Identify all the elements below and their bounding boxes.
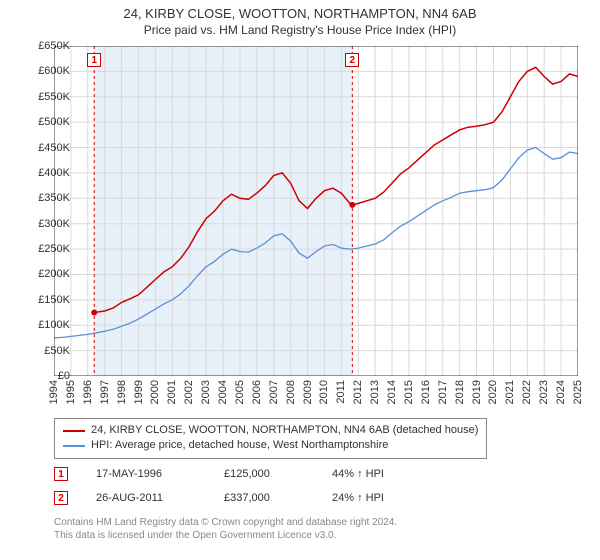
x-tick-label: 2005 — [234, 380, 246, 404]
x-tick-label: 1999 — [133, 380, 145, 404]
chart-plot-area — [54, 46, 578, 376]
legend-item: 24, KIRBY CLOSE, WOOTTON, NORTHAMPTON, N… — [63, 423, 478, 438]
y-tick-label: £50K — [44, 345, 70, 357]
x-tick-label: 2007 — [268, 380, 280, 404]
x-tick-label: 2016 — [420, 380, 432, 404]
y-tick-label: £100K — [38, 319, 70, 331]
x-tick-label: 2022 — [521, 380, 533, 404]
table-row: 2 26-AUG-2011 £337,000 24% ↑ HPI — [54, 486, 422, 510]
table-row: 1 17-MAY-1996 £125,000 44% ↑ HPI — [54, 462, 422, 486]
x-tick-label: 1998 — [116, 380, 128, 404]
x-tick-label: 2025 — [572, 380, 584, 404]
x-tick-label: 2018 — [454, 380, 466, 404]
y-tick-label: £450K — [38, 142, 70, 154]
y-tick-label: £550K — [38, 91, 70, 103]
chart-subtitle: Price paid vs. HM Land Registry's House … — [0, 23, 600, 39]
footnote-line: Contains HM Land Registry data © Crown c… — [54, 516, 397, 529]
y-tick-label: £200K — [38, 268, 70, 280]
x-tick-label: 2020 — [487, 380, 499, 404]
y-tick-label: £650K — [38, 40, 70, 52]
legend-swatch — [63, 445, 85, 447]
y-tick-label: £600K — [38, 65, 70, 77]
footnote: Contains HM Land Registry data © Crown c… — [54, 516, 397, 542]
x-tick-label: 2000 — [149, 380, 161, 404]
x-tick-label: 2019 — [471, 380, 483, 404]
sale-date: 26-AUG-2011 — [96, 492, 196, 504]
legend-swatch — [63, 430, 85, 432]
legend-item: HPI: Average price, detached house, West… — [63, 438, 478, 453]
y-tick-label: £500K — [38, 116, 70, 128]
y-tick-label: £400K — [38, 167, 70, 179]
x-tick-label: 2003 — [200, 380, 212, 404]
x-tick-label: 2013 — [369, 380, 381, 404]
title-block: 24, KIRBY CLOSE, WOOTTON, NORTHAMPTON, N… — [0, 0, 600, 38]
x-tick-label: 2012 — [352, 380, 364, 404]
x-tick-label: 2015 — [403, 380, 415, 404]
x-tick-label: 1995 — [65, 380, 77, 404]
sale-marker-icon: 1 — [54, 467, 68, 481]
y-tick-label: £250K — [38, 243, 70, 255]
x-tick-label: 2021 — [504, 380, 516, 404]
x-tick-label: 2024 — [555, 380, 567, 404]
x-tick-label: 2023 — [538, 380, 550, 404]
sale-price: £125,000 — [224, 468, 304, 480]
x-tick-label: 2017 — [437, 380, 449, 404]
sale-pct: 24% ↑ HPI — [332, 492, 422, 504]
x-tick-label: 2014 — [386, 380, 398, 404]
chart-svg — [54, 46, 578, 376]
legend-label: HPI: Average price, detached house, West… — [91, 438, 388, 453]
sale-pct: 44% ↑ HPI — [332, 468, 422, 480]
chart-sale-marker: 2 — [345, 53, 359, 67]
chart-title: 24, KIRBY CLOSE, WOOTTON, NORTHAMPTON, N… — [0, 6, 600, 23]
x-tick-label: 2006 — [251, 380, 263, 404]
sale-marker-icon: 2 — [54, 491, 68, 505]
x-tick-label: 2004 — [217, 380, 229, 404]
chart-container: 24, KIRBY CLOSE, WOOTTON, NORTHAMPTON, N… — [0, 0, 600, 560]
x-tick-label: 1997 — [99, 380, 111, 404]
sale-price: £337,000 — [224, 492, 304, 504]
y-tick-label: £150K — [38, 294, 70, 306]
legend-label: 24, KIRBY CLOSE, WOOTTON, NORTHAMPTON, N… — [91, 423, 478, 438]
legend: 24, KIRBY CLOSE, WOOTTON, NORTHAMPTON, N… — [54, 418, 487, 459]
x-tick-label: 2009 — [302, 380, 314, 404]
x-tick-label: 1996 — [82, 380, 94, 404]
sales-table: 1 17-MAY-1996 £125,000 44% ↑ HPI 2 26-AU… — [54, 462, 422, 510]
x-tick-label: 2011 — [335, 380, 347, 404]
x-tick-label: 2001 — [166, 380, 178, 404]
y-tick-label: £300K — [38, 218, 70, 230]
x-tick-label: 2008 — [285, 380, 297, 404]
chart-sale-marker: 1 — [87, 53, 101, 67]
y-tick-label: £350K — [38, 192, 70, 204]
x-tick-label: 2002 — [183, 380, 195, 404]
x-tick-label: 2010 — [318, 380, 330, 404]
footnote-line: This data is licensed under the Open Gov… — [54, 529, 397, 542]
sale-date: 17-MAY-1996 — [96, 468, 196, 480]
x-tick-label: 1994 — [48, 380, 60, 404]
